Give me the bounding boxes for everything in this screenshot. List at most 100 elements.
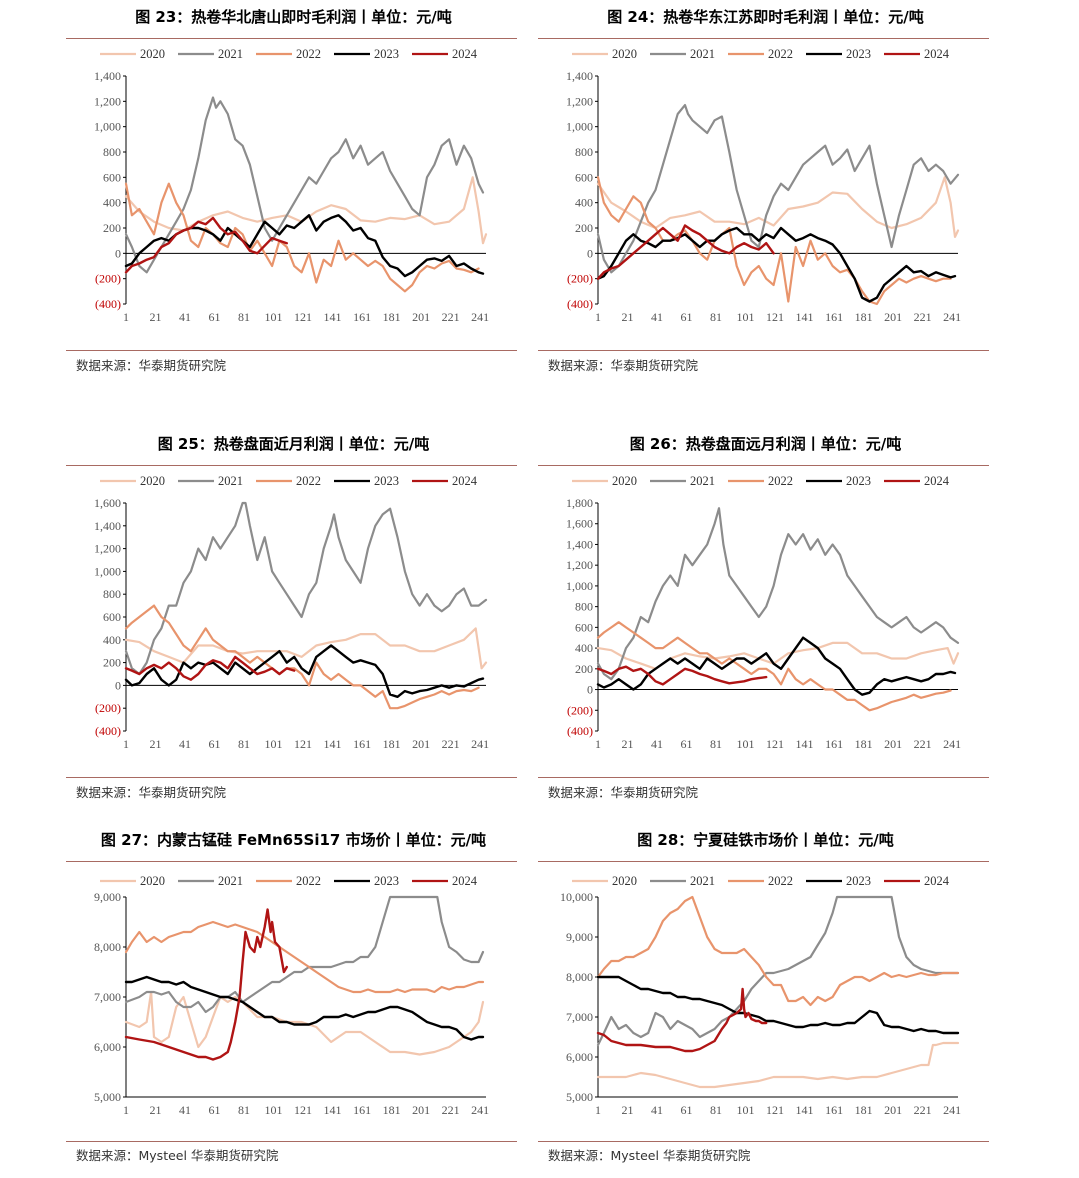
y-tick-label: 8,000	[94, 940, 121, 954]
x-tick-label: 101	[737, 737, 755, 751]
y-tick-label: (400)	[567, 297, 593, 311]
y-tick-label: 9,000	[94, 890, 121, 904]
x-tick-label: 161	[825, 737, 843, 751]
series-line-2020	[596, 176, 960, 238]
chart-plot: 2020 2021 2022 2023 2024 (400) (200) 0 200 400 600…	[566, 47, 961, 324]
legend-label-2020: 2020	[612, 474, 637, 488]
x-tick-label: 1	[595, 310, 601, 324]
series-line-2020	[124, 176, 488, 245]
x-tick-label: 141	[796, 737, 814, 751]
legend-label-2022: 2022	[296, 474, 321, 488]
y-tick-label: 5,000	[94, 1090, 121, 1104]
x-tick-label: 181	[855, 310, 873, 324]
x-tick-label: 101	[737, 1103, 755, 1117]
legend-label-2022: 2022	[296, 874, 321, 888]
source-note: 数据来源：华泰期货研究院	[548, 785, 699, 800]
y-tick-label: 1,400	[94, 69, 121, 83]
source-note: 数据来源：华泰期货研究院	[76, 358, 227, 373]
title-rule	[538, 38, 989, 39]
legend-label-2024: 2024	[924, 874, 950, 888]
x-tick-label: 41	[651, 1103, 663, 1117]
y-tick-label: 400	[575, 196, 593, 210]
x-tick-label: 241	[471, 1103, 489, 1117]
x-tick-label: 101	[265, 737, 283, 751]
legend-label-2022: 2022	[296, 47, 321, 61]
y-tick-label: 0	[115, 678, 121, 692]
source-rule	[538, 777, 989, 778]
series-line-2020	[124, 627, 488, 670]
x-tick-label: 121	[766, 310, 784, 324]
y-tick-label: (200)	[95, 701, 121, 715]
x-tick-label: 181	[855, 1103, 873, 1117]
chart-title: 图 27：内蒙古锰硅 FeMn65Si17 市场价丨单位：元/吨	[100, 831, 487, 849]
y-tick-label: 1,200	[94, 542, 121, 556]
series-line-2021	[596, 507, 960, 681]
source-note: 数据来源：Mysteel 华泰期货研究院	[76, 1148, 279, 1163]
source-rule	[66, 777, 517, 778]
y-tick-label: 1,000	[566, 579, 593, 593]
legend-label-2022: 2022	[768, 874, 793, 888]
x-tick-label: 41	[179, 737, 191, 751]
series-line-2021	[124, 501, 488, 676]
title-rule	[66, 861, 517, 862]
title-rule	[66, 38, 517, 39]
x-tick-label: 241	[471, 737, 489, 751]
x-tick-label: 21	[622, 737, 634, 751]
y-tick-label: 1,200	[94, 94, 121, 108]
x-tick-label: 161	[353, 1103, 371, 1117]
y-tick-label: 1,000	[94, 564, 121, 578]
legend-label-2022: 2022	[768, 474, 793, 488]
y-tick-label: 400	[103, 633, 121, 647]
y-tick-label: 1,000	[94, 120, 121, 134]
x-tick-label: 81	[710, 310, 722, 324]
y-tick-label: 1,400	[566, 69, 593, 83]
y-tick-label: 1,200	[566, 558, 593, 572]
series-line-2023	[596, 636, 957, 696]
y-tick-label: (200)	[95, 272, 121, 286]
series-line-2022	[596, 895, 960, 1007]
x-tick-label: 1	[123, 1103, 129, 1117]
x-tick-label: 141	[324, 310, 342, 324]
x-tick-label: 141	[796, 310, 814, 324]
legend-label-2023: 2023	[846, 874, 871, 888]
series-line-2020	[124, 990, 485, 1056]
legend-label-2024: 2024	[924, 474, 950, 488]
series-line-2024	[596, 987, 768, 1053]
x-tick-label: 141	[324, 1103, 342, 1117]
x-tick-label: 221	[914, 737, 932, 751]
series-line-2023	[124, 975, 485, 1041]
series-line-2021	[596, 103, 960, 274]
x-tick-label: 21	[622, 310, 634, 324]
x-tick-label: 41	[651, 310, 663, 324]
y-tick-label: 200	[575, 662, 593, 676]
x-tick-label: 121	[294, 310, 312, 324]
chart-title: 图 24：热卷华东江苏即时毛利润丨单位：元/吨	[607, 8, 924, 26]
chart-plot: 2020 2021 2022 2023 2024 5,000 6,000 7,000 8,000…	[94, 874, 489, 1117]
title-rule	[538, 465, 989, 466]
y-tick-label: 200	[103, 656, 121, 670]
legend-label-2020: 2020	[612, 47, 637, 61]
x-tick-label: 81	[238, 310, 250, 324]
x-tick-label: 21	[150, 1103, 162, 1117]
series-line-2022	[124, 182, 480, 293]
legend-label-2023: 2023	[846, 47, 871, 61]
y-tick-label: 5,000	[566, 1090, 593, 1104]
series-line-2024	[596, 224, 775, 280]
title-rule	[538, 861, 989, 862]
x-tick-label: 201	[884, 310, 902, 324]
x-tick-label: 241	[943, 1103, 961, 1117]
legend-label-2021: 2021	[218, 474, 243, 488]
x-tick-label: 81	[710, 1103, 722, 1117]
legend-label-2023: 2023	[374, 874, 399, 888]
x-tick-label: 1	[595, 1103, 601, 1117]
series-line-2023	[596, 226, 957, 303]
x-tick-label: 201	[412, 1103, 430, 1117]
source-rule	[66, 1141, 517, 1142]
x-tick-label: 121	[766, 737, 784, 751]
x-tick-label: 1	[595, 737, 601, 751]
legend-label-2020: 2020	[140, 47, 165, 61]
chart-title: 图 26：热卷盘面远月利润丨单位：元/吨	[629, 435, 902, 453]
x-tick-label: 61	[681, 310, 693, 324]
x-tick-label: 101	[265, 1103, 283, 1117]
y-tick-label: 800	[103, 587, 121, 601]
